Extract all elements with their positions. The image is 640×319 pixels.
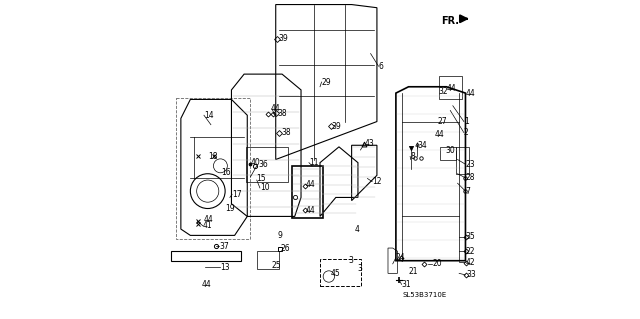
Text: 18: 18 [209, 152, 218, 161]
Text: 45: 45 [330, 269, 340, 278]
Text: 44: 44 [435, 130, 444, 139]
Text: 39: 39 [331, 122, 341, 131]
Text: SL53B3710E: SL53B3710E [402, 293, 447, 299]
Text: 44: 44 [306, 180, 316, 189]
Text: 12: 12 [372, 177, 381, 186]
Text: 42: 42 [465, 258, 475, 267]
Text: 25: 25 [272, 261, 282, 270]
Text: 29: 29 [321, 78, 332, 86]
Text: 44: 44 [271, 104, 281, 113]
Bar [440, 147, 456, 160]
Text: 44: 44 [202, 280, 211, 289]
Text: 38: 38 [277, 109, 287, 118]
Text: 41: 41 [203, 221, 212, 230]
Text: 33: 33 [466, 271, 476, 279]
Bar [246, 147, 289, 182]
Text: 11: 11 [309, 158, 319, 167]
Text: 34: 34 [417, 141, 427, 150]
Bar [320, 259, 361, 286]
Text: 36: 36 [259, 160, 268, 169]
Text: 15: 15 [256, 174, 266, 183]
Text: 13: 13 [220, 263, 230, 271]
Text: 35: 35 [465, 233, 476, 241]
Text: 21: 21 [408, 267, 418, 276]
Bar [456, 147, 468, 174]
Bar [257, 251, 279, 269]
Text: 9: 9 [277, 231, 282, 240]
Text: 26: 26 [281, 244, 291, 253]
Text: 17: 17 [232, 190, 242, 199]
Text: 19: 19 [225, 204, 235, 213]
Text: 20: 20 [432, 259, 442, 268]
Text: 16: 16 [221, 168, 231, 177]
Text: 1: 1 [464, 117, 468, 126]
Text: 40: 40 [251, 158, 261, 167]
Bar [438, 76, 462, 100]
Text: 14: 14 [204, 111, 214, 120]
Text: 39: 39 [278, 34, 288, 43]
Text: 7: 7 [465, 187, 470, 196]
Text: 32: 32 [438, 87, 448, 96]
Text: 44: 44 [306, 206, 316, 215]
Text: 6: 6 [378, 62, 383, 71]
Text: 27: 27 [437, 117, 447, 126]
Text: 10: 10 [260, 183, 269, 192]
Text: 43: 43 [364, 139, 374, 148]
Text: 44: 44 [465, 89, 476, 98]
Text: 44: 44 [447, 84, 456, 93]
Text: 44: 44 [204, 215, 213, 224]
Bar [292, 166, 323, 218]
Text: 24: 24 [396, 253, 406, 262]
Text: 2: 2 [464, 128, 468, 137]
Text: 4: 4 [355, 225, 360, 234]
Text: 3: 3 [357, 264, 362, 273]
Text: FR.: FR. [441, 16, 459, 26]
Text: 37: 37 [220, 242, 229, 251]
Text: 22: 22 [465, 247, 475, 256]
Text: 23: 23 [465, 160, 475, 169]
Text: 8: 8 [410, 152, 415, 161]
Text: 38: 38 [282, 128, 291, 137]
Text: 3: 3 [348, 256, 353, 265]
Text: 31: 31 [401, 280, 412, 289]
Text: 30: 30 [445, 145, 454, 154]
Text: 28: 28 [465, 173, 475, 182]
